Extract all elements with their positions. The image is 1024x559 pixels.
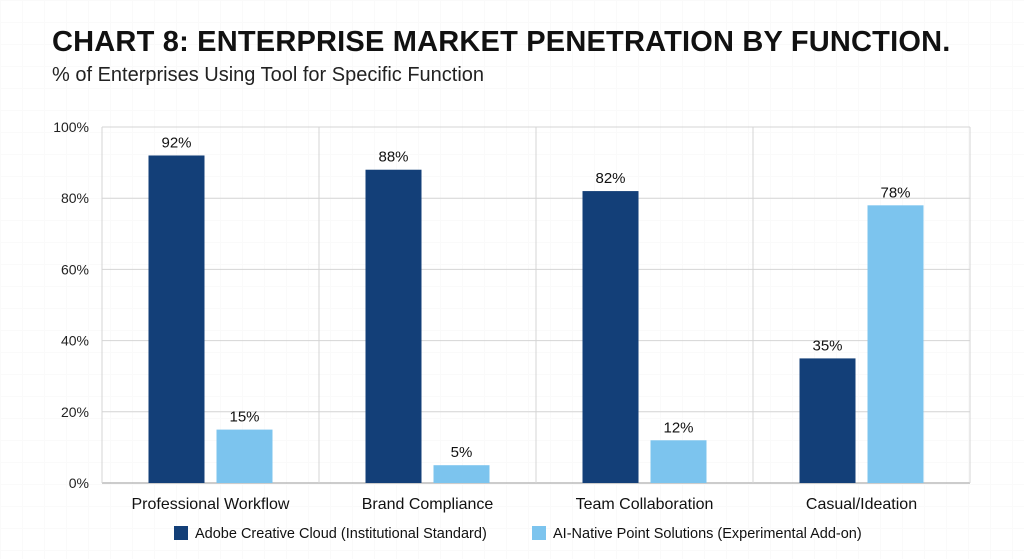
bar bbox=[216, 429, 273, 483]
bar bbox=[582, 191, 639, 483]
bar bbox=[867, 205, 924, 483]
data-label: 5% bbox=[451, 444, 473, 461]
chart-subtitle: % of Enterprises Using Tool for Specific… bbox=[52, 64, 485, 86]
legend-label: AI-Native Point Solutions (Experimental … bbox=[553, 526, 862, 542]
data-label: 15% bbox=[229, 409, 259, 426]
data-label: 82% bbox=[595, 170, 625, 187]
data-label: 78% bbox=[880, 184, 910, 201]
legend-swatch bbox=[174, 526, 188, 540]
y-tick-label: 40% bbox=[61, 333, 89, 349]
x-category-label: Casual/Ideation bbox=[806, 496, 917, 513]
data-label: 88% bbox=[378, 149, 408, 166]
y-tick-label: 0% bbox=[69, 475, 89, 491]
bar bbox=[650, 440, 707, 483]
x-category-label: Brand Compliance bbox=[362, 496, 494, 513]
data-label: 12% bbox=[663, 419, 693, 436]
bar bbox=[433, 465, 490, 483]
data-label: 35% bbox=[812, 337, 842, 354]
bar bbox=[148, 155, 205, 484]
legend-swatch bbox=[532, 526, 546, 540]
y-tick-label: 80% bbox=[61, 190, 89, 206]
chart-title: CHART 8: ENTERPRISE MARKET PENETRATION B… bbox=[52, 26, 951, 58]
y-tick-label: 20% bbox=[61, 404, 89, 420]
x-category-label: Professional Workflow bbox=[132, 496, 290, 513]
data-label: 92% bbox=[161, 134, 191, 151]
bar bbox=[365, 169, 422, 483]
y-tick-label: 100% bbox=[53, 119, 89, 135]
x-category-label: Team Collaboration bbox=[576, 496, 714, 513]
bar bbox=[799, 358, 856, 483]
legend-label: Adobe Creative Cloud (Institutional Stan… bbox=[195, 526, 487, 542]
y-tick-label: 60% bbox=[61, 261, 89, 277]
